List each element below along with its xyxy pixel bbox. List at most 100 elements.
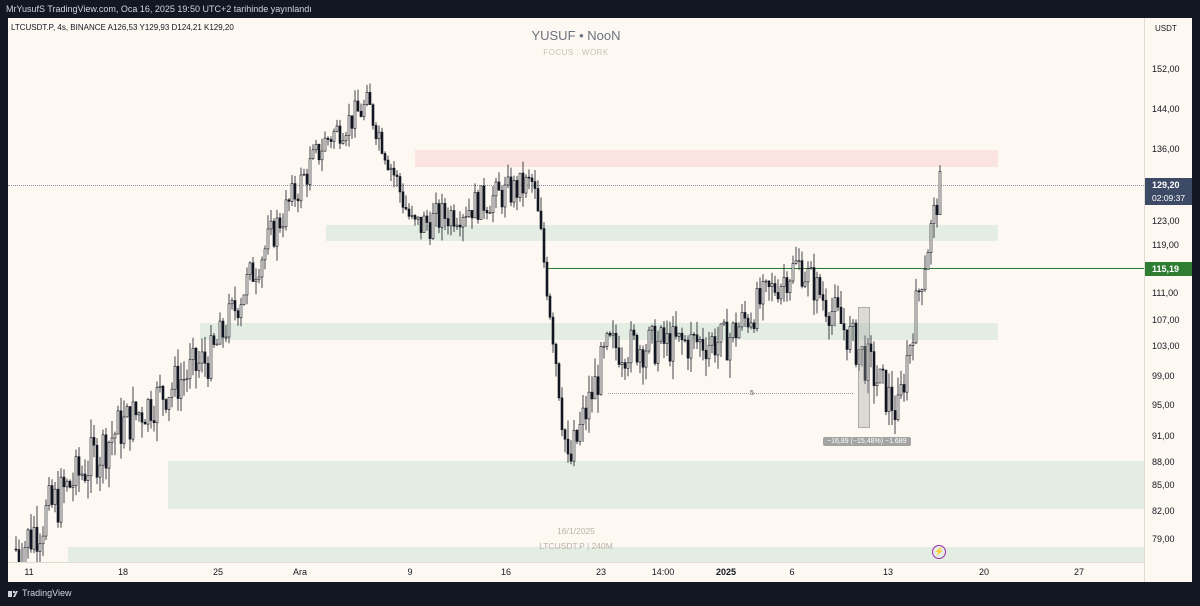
price-label: 144,00 (1152, 104, 1180, 114)
chart-area[interactable]: −16,89 (−15,48%) −1.689 5 LTCUSDT.P, 4s,… (8, 18, 1192, 582)
candle-body (32, 526, 36, 550)
candle-body (50, 485, 54, 505)
candle-body (158, 385, 162, 388)
candle-body (791, 263, 795, 282)
footer-brand[interactable]: TradingView (22, 588, 72, 598)
candle-body (380, 131, 384, 154)
candle-body (578, 424, 582, 442)
candle-body (389, 167, 393, 170)
candle-body (125, 406, 129, 418)
candle-body (419, 216, 423, 233)
candle-body (665, 333, 669, 344)
candle-body (284, 199, 288, 227)
bar-countdown: 02:09:37 (1152, 193, 1186, 203)
candle-body (260, 259, 264, 278)
candle-body (353, 100, 357, 129)
candle-body (272, 220, 276, 247)
candle-body (842, 323, 846, 331)
candle-body (830, 311, 834, 326)
candle-body (506, 176, 510, 186)
candle-body (23, 547, 27, 562)
candle-body (398, 176, 402, 193)
candle-body (875, 382, 879, 387)
time-axis[interactable]: 11 18 25 Ara 9 16 23 14:00 2025 6 13 20 … (8, 562, 1144, 582)
candle-body (383, 153, 387, 161)
candle-body (365, 92, 369, 105)
candle-body (224, 336, 228, 339)
candle-body (263, 248, 267, 261)
candle-body (650, 325, 654, 331)
candle-body (896, 394, 900, 421)
time-label: 20 (978, 567, 990, 577)
candle-body (332, 130, 336, 142)
current-price-value: 129,20 (1152, 180, 1180, 190)
candle-body (44, 505, 48, 537)
plot-area[interactable]: −16,89 (−15,48%) −1.689 5 LTCUSDT.P, 4s,… (8, 18, 1144, 562)
candle-body (845, 329, 849, 350)
candle-body (242, 294, 246, 305)
candle-body (275, 217, 279, 247)
candle-body (770, 283, 774, 288)
candle-body (884, 369, 888, 412)
candle-body (431, 213, 435, 239)
candle-body (254, 278, 258, 282)
price-axis[interactable]: USDT 152,00 144,00 136,00 123,00 119,00 … (1144, 18, 1192, 582)
candle-body (938, 171, 942, 216)
candle-body (869, 343, 873, 352)
candle-body (236, 310, 240, 319)
candle-body (446, 218, 450, 227)
candle-body (371, 104, 375, 126)
level-line[interactable] (548, 268, 1144, 269)
candle-body (509, 176, 513, 203)
candle-body (62, 476, 66, 488)
support-zone-bottom[interactable] (68, 547, 1144, 562)
candle-body (719, 323, 723, 343)
candle-body (569, 453, 573, 462)
candle-body (527, 176, 531, 179)
candle-body (746, 317, 750, 328)
candle-body (173, 365, 177, 390)
candle-body (164, 399, 168, 410)
candle-body (743, 312, 747, 319)
support-zone-upper[interactable] (326, 225, 998, 241)
candle-body (341, 140, 345, 144)
candle-body (98, 464, 102, 478)
candle-body (308, 158, 312, 185)
candle-body (656, 340, 660, 364)
candle-body (581, 407, 585, 425)
candle-body (545, 261, 549, 297)
candle-body (104, 434, 108, 469)
candle-body (464, 216, 468, 218)
lightning-icon[interactable]: ⚡ (932, 545, 946, 559)
publisher-line: MrYusufS TradingView.com, Oca 16, 2025 1… (6, 4, 312, 14)
candle-body (854, 322, 858, 365)
price-label: 82,00 (1152, 506, 1175, 516)
support-zone-lower[interactable] (168, 461, 1144, 509)
candle-body (311, 149, 315, 160)
candle-body (680, 332, 684, 341)
candle-body (305, 173, 309, 185)
candle-series (14, 83, 942, 562)
watermark-symbol: LTCUSDT.P | 240M (539, 541, 613, 551)
candle-body (929, 223, 933, 253)
candle-body (182, 378, 186, 381)
measure-box[interactable] (858, 307, 870, 428)
candle-body (455, 224, 459, 227)
time-label: 27 (1073, 567, 1085, 577)
candle-body (776, 292, 780, 300)
candle-body (293, 183, 297, 200)
price-label: 79,00 (1152, 534, 1175, 544)
candle-body (218, 320, 222, 345)
resistance-zone[interactable] (415, 150, 998, 167)
candle-body (773, 283, 777, 293)
candle-body (920, 289, 924, 292)
candle-body (392, 167, 396, 176)
candle-body (824, 300, 828, 317)
support-zone-mid[interactable] (200, 323, 998, 340)
tradingview-logo-icon[interactable] (8, 589, 18, 599)
symbol-legend[interactable]: LTCUSDT.P, 4s, BINANCE A126,53 Y129,93 D… (11, 23, 234, 32)
price-label: 119,00 (1152, 240, 1179, 250)
time-label: 13 (882, 567, 894, 577)
time-label: 23 (595, 567, 607, 577)
candle-body (437, 203, 441, 228)
